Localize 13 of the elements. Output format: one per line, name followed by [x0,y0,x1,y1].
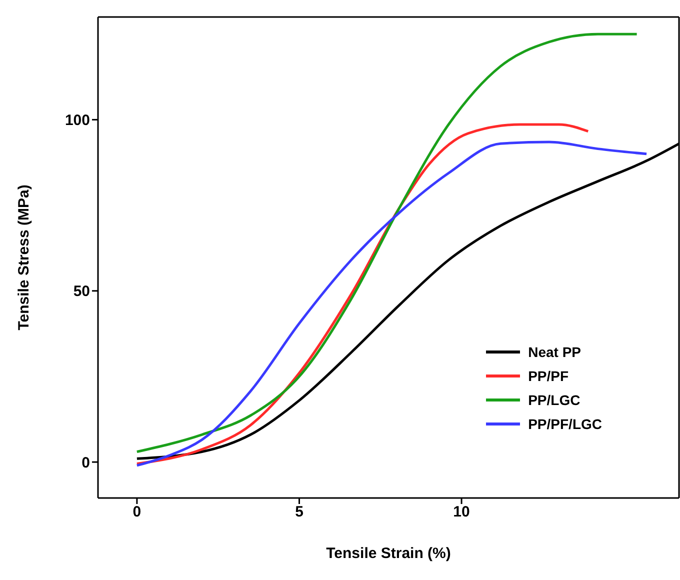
y-tick-label: 50 [73,283,90,300]
y-tick-label: 0 [82,454,90,472]
legend-label: PP/PF/LGC [528,415,602,434]
legend-label: PP/PF [528,367,569,386]
x-tick-label: 5 [295,504,304,521]
line-series [136,32,638,454]
x-axis-title: Tensile Strain (%) [326,545,451,562]
legend-label: Neat PP [528,343,582,362]
y-tick-label: 100 [64,112,90,130]
x-tick-label: 0 [132,504,142,521]
legend-label: PP/LGC [528,391,580,410]
x-tick-label: 10 [453,504,470,521]
y-axis-title: Tensile Stress (MPa) [15,184,32,330]
